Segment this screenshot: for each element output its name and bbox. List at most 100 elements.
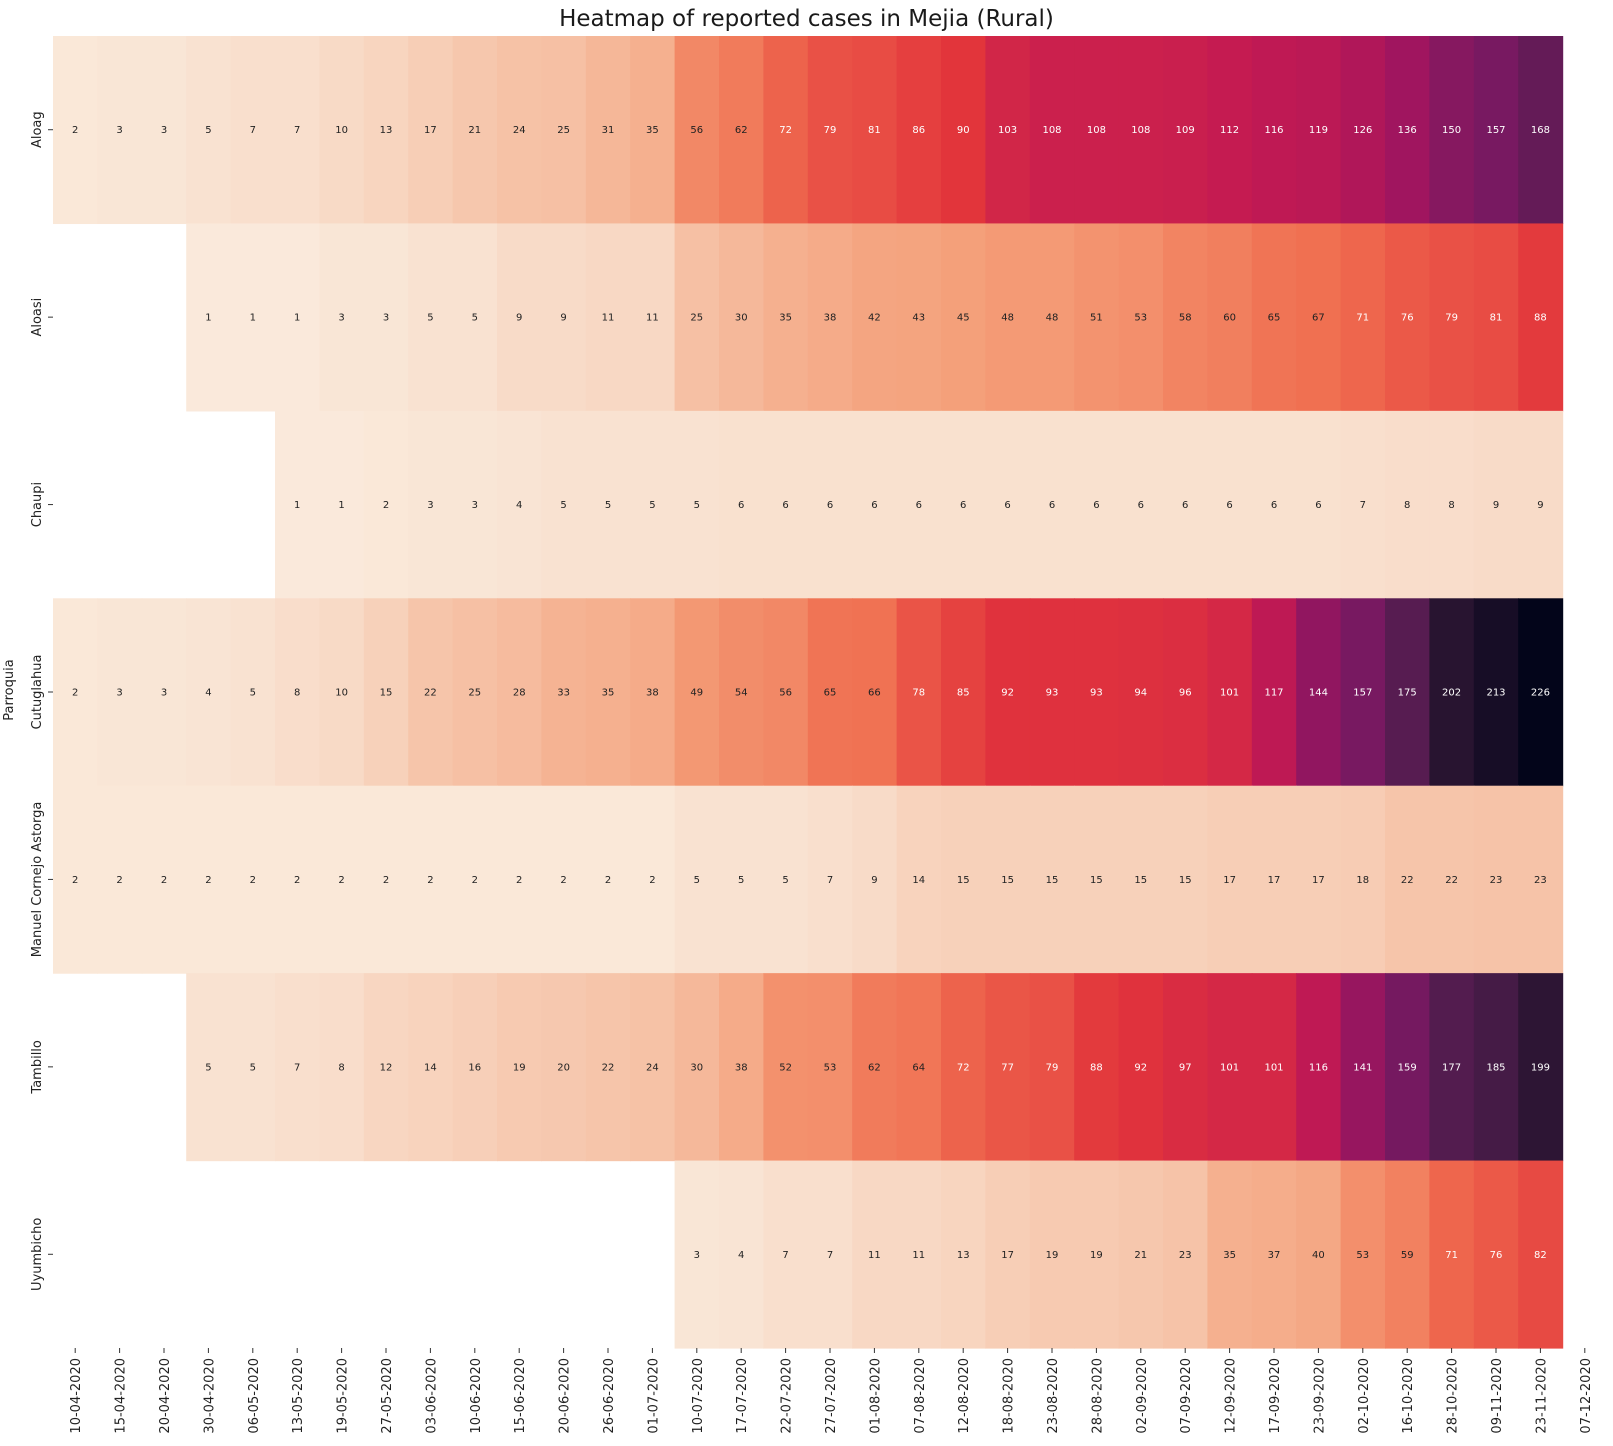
heatmap-cell	[452, 223, 498, 412]
cell-value-label: 22	[1401, 875, 1414, 886]
heatmap-cell	[941, 1160, 986, 1349]
cell-value-label: 21	[1134, 1250, 1147, 1261]
cell-value-label: 30	[735, 313, 748, 324]
cell-value-label: 2	[605, 875, 611, 886]
cell-value-label: 15	[1046, 875, 1059, 886]
heatmap-cell	[807, 973, 853, 1162]
heatmap-cell	[1429, 973, 1475, 1162]
cell-value-label: 48	[1046, 313, 1059, 324]
cell-value-label: 5	[250, 688, 256, 699]
cell-value-label: 28	[513, 688, 526, 699]
y-tick-label: Tambillo	[30, 1040, 45, 1095]
heatmap-cell	[852, 973, 898, 1162]
heatmap-cell	[1163, 973, 1208, 1162]
cell-value-label: 5	[605, 500, 611, 511]
heatmap-cell	[1029, 410, 1075, 599]
heatmap-cell	[585, 36, 631, 225]
cell-value-label: 81	[868, 125, 881, 136]
heatmap-cell	[230, 36, 276, 225]
heatmap-cell	[1029, 973, 1075, 1162]
cell-value-label: 15	[1001, 875, 1014, 886]
heatmap-cell	[363, 973, 409, 1162]
heatmap-cell	[852, 410, 898, 599]
heatmap-cell	[719, 598, 764, 787]
y-tick-label: Cutuglahua	[30, 655, 45, 730]
heatmap-cell	[719, 973, 764, 1162]
cell-value-label: 8	[294, 688, 300, 699]
heatmap-cell	[1473, 36, 1519, 225]
heatmap-cell	[1207, 410, 1253, 599]
heatmap-cell	[1074, 785, 1120, 974]
cell-value-label: 2	[294, 875, 300, 886]
heatmap-cell	[807, 223, 853, 412]
cell-value-label: 1	[205, 313, 211, 324]
cell-value-label: 4	[738, 1250, 744, 1261]
heatmap-cell	[1251, 785, 1297, 974]
cell-value-label: 108	[1087, 125, 1106, 136]
heatmap-cell	[1163, 410, 1208, 599]
cell-value-label: 18	[1356, 875, 1369, 886]
heatmap-cell	[763, 785, 809, 974]
heatmap-cell	[275, 410, 320, 599]
cell-value-label: 72	[779, 125, 792, 136]
cell-value-label: 17	[1268, 875, 1281, 886]
cell-value-label: 2	[649, 875, 655, 886]
cell-value-label: 21	[468, 125, 481, 136]
heatmap-cell	[1340, 36, 1386, 225]
heatmap-cell	[763, 410, 809, 599]
heatmap-cell	[1385, 223, 1430, 412]
cell-value-label: 10	[335, 125, 348, 136]
cell-value-label: 5	[250, 1062, 256, 1073]
heatmap-cell	[541, 36, 587, 225]
cell-value-label: 22	[1445, 875, 1458, 886]
cell-value-label: 101	[1264, 1062, 1283, 1073]
heatmap-cell	[1429, 410, 1475, 599]
cell-value-label: 6	[1182, 500, 1188, 511]
heatmap-cell	[408, 598, 454, 787]
heatmap-cell	[1385, 785, 1430, 974]
heatmap-cell	[1429, 598, 1475, 787]
x-tick-label: 12-09-2020	[1224, 1358, 1239, 1434]
x-tick-label: 30-04-2020	[202, 1358, 217, 1434]
cell-value-label: 92	[1001, 688, 1014, 699]
cell-value-label: 6	[1004, 500, 1010, 511]
heatmap-cell	[1429, 36, 1475, 225]
heatmap-cell	[1074, 410, 1120, 599]
cell-value-label: 93	[1090, 688, 1103, 699]
heatmap-cell	[985, 410, 1031, 599]
cell-value-label: 2	[472, 875, 478, 886]
cell-value-label: 7	[294, 1062, 300, 1073]
heatmap-cell	[1473, 598, 1519, 787]
heatmap-cell	[1340, 973, 1386, 1162]
x-tick-label: 07-08-2020	[913, 1358, 928, 1434]
heatmap-cell	[630, 410, 676, 599]
heatmap-cell	[363, 223, 409, 412]
cell-value-label: 3	[161, 688, 167, 699]
heatmap-cell	[674, 598, 720, 787]
cell-value-label: 17	[1312, 875, 1325, 886]
cell-value-label: 2	[338, 875, 344, 886]
cell-value-label: 7	[1360, 500, 1366, 511]
heatmap-cell	[452, 785, 498, 974]
heatmap-cell	[53, 598, 98, 787]
heatmap-cell	[719, 223, 764, 412]
cell-value-label: 59	[1401, 1250, 1414, 1261]
cell-value-label: 6	[1138, 500, 1144, 511]
heatmap-cell	[674, 410, 720, 599]
cell-value-label: 64	[912, 1062, 925, 1073]
cell-value-label: 23	[1490, 875, 1503, 886]
cell-value-label: 9	[560, 313, 566, 324]
heatmap-cell	[1296, 785, 1342, 974]
heatmap-cell	[1029, 598, 1075, 787]
cell-value-label: 3	[116, 125, 122, 136]
x-tick-label: 22-07-2020	[780, 1358, 795, 1434]
cell-value-label: 72	[957, 1062, 970, 1073]
cell-value-label: 33	[557, 688, 570, 699]
heatmap-cell	[1118, 36, 1164, 225]
cell-value-label: 56	[690, 125, 703, 136]
cell-value-label: 2	[516, 875, 522, 886]
x-tick-label: 13-05-2020	[291, 1358, 306, 1434]
x-tick-label: 17-07-2020	[735, 1358, 750, 1434]
heatmap-cell	[363, 36, 409, 225]
